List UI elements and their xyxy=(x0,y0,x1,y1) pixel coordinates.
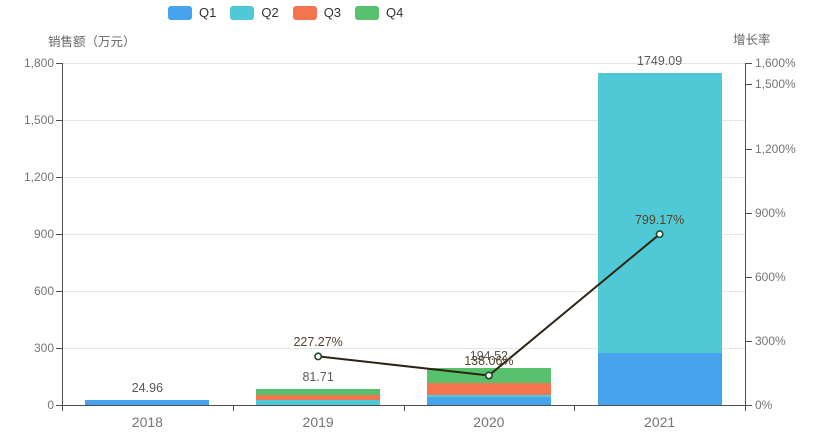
right-axis-tick xyxy=(746,340,752,342)
right-axis-tick xyxy=(746,405,752,406)
legend-item-q2[interactable]: Q2 xyxy=(230,5,279,20)
grid-line xyxy=(62,177,745,178)
left-axis-tick-label: 1,800 xyxy=(23,56,54,70)
bar-segment-q1-2018[interactable] xyxy=(85,400,210,405)
bar-total-label: 194.52 xyxy=(469,349,508,364)
legend-label: Q2 xyxy=(261,5,279,20)
right-axis-tick xyxy=(746,148,752,150)
bar-total-label: 1749.09 xyxy=(637,53,683,68)
left-axis-tick-label: 600 xyxy=(33,284,54,298)
x-axis-category-label: 2019 xyxy=(302,414,334,430)
x-axis-tick xyxy=(745,406,746,411)
right-axis-tick-label: 300% xyxy=(755,333,786,348)
bar-segment-q2-2020[interactable] xyxy=(426,395,551,397)
x-axis-tick xyxy=(62,406,63,411)
right-axis-tick-label: 900% xyxy=(755,205,786,220)
right-axis-tick xyxy=(746,84,752,86)
growth-value-label: 227.27% xyxy=(293,335,343,350)
bar-segment-q3-2019[interactable] xyxy=(256,394,381,400)
growth-value-label: 138.06% xyxy=(464,354,514,369)
left-axis-line xyxy=(62,63,63,405)
left-axis-tick-label: 1,200 xyxy=(23,170,54,184)
left-axis-tick xyxy=(56,120,62,121)
grid-line xyxy=(62,63,745,64)
right-axis-tick-label: 1,200% xyxy=(755,141,796,156)
legend-swatch-q3 xyxy=(292,5,317,20)
bar-segment-q1-2020[interactable] xyxy=(426,396,551,405)
left-axis-tick-label: 0 xyxy=(47,398,54,412)
right-axis-tick xyxy=(746,276,752,278)
bar-segment-q4-2019[interactable] xyxy=(256,389,381,395)
left-axis-tick-label: 1,500 xyxy=(23,113,54,127)
legend-label: Q3 xyxy=(323,5,342,20)
bar-segment-q1-2021[interactable] xyxy=(597,352,722,405)
legend-label: Q4 xyxy=(386,5,404,20)
growth-point[interactable] xyxy=(314,352,323,361)
legend-swatch-q1 xyxy=(168,5,192,20)
bar-segment-q2-2019[interactable] xyxy=(256,399,381,405)
left-axis-tick xyxy=(56,177,62,178)
left-axis-tick xyxy=(56,405,62,406)
x-axis-category-label: 2020 xyxy=(473,414,505,430)
legend-label: Q1 xyxy=(199,5,217,20)
right-axis-tick xyxy=(746,63,752,64)
left-axis-tick xyxy=(56,348,62,349)
bar-total-label: 81.71 xyxy=(302,370,334,385)
right-axis-tick-label: 600% xyxy=(755,269,786,284)
x-axis-category-label: 2021 xyxy=(644,414,676,430)
right-axis-tick-label: 1,600% xyxy=(755,56,796,70)
left-axis-tick xyxy=(56,63,62,64)
right-axis-title: 增长率 xyxy=(733,33,771,47)
x-axis-line xyxy=(62,405,746,406)
right-axis-tick xyxy=(746,212,752,214)
x-axis-category-label: 2018 xyxy=(131,414,163,430)
left-axis-tick-label: 900 xyxy=(33,227,54,241)
legend-item-q3[interactable]: Q3 xyxy=(292,5,342,20)
legend-swatch-q2 xyxy=(230,5,255,20)
grid-line xyxy=(62,120,745,121)
x-axis-tick xyxy=(403,406,405,411)
x-axis-tick xyxy=(574,406,576,411)
right-axis-tick-label: 1,500% xyxy=(755,77,796,92)
legend: Q1 Q2 Q3 Q4 xyxy=(168,5,403,20)
x-axis-tick xyxy=(232,406,234,411)
left-axis-tick xyxy=(56,234,62,235)
left-axis-tick xyxy=(56,291,62,292)
left-axis-tick-label: 300 xyxy=(33,341,54,355)
legend-item-q1[interactable]: Q1 xyxy=(168,5,216,20)
right-axis-line xyxy=(745,63,746,405)
left-axis-title: 销售额（万元） xyxy=(48,35,136,49)
growth-value-label: 799.17% xyxy=(634,213,685,228)
growth-point[interactable] xyxy=(484,371,493,380)
legend-item-q4[interactable]: Q4 xyxy=(355,5,403,20)
bar-total-label: 24.96 xyxy=(131,381,164,396)
legend-swatch-q4 xyxy=(355,5,380,20)
bar-segment-q3-2020[interactable] xyxy=(426,383,551,396)
right-axis-tick-label: 0% xyxy=(755,398,773,412)
growth-point[interactable] xyxy=(655,230,664,239)
